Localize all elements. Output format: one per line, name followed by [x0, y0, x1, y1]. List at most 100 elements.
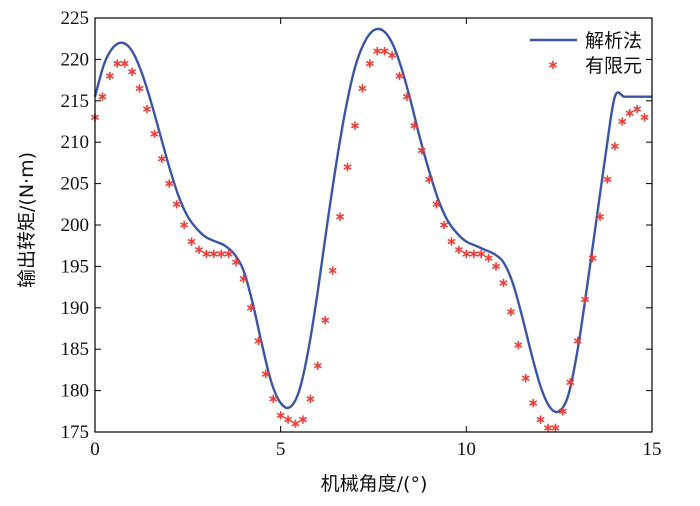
- data-point: [202, 249, 211, 259]
- data-point: [477, 249, 486, 259]
- data-point: [536, 415, 545, 424]
- data-point: [209, 249, 218, 259]
- y-tick-label: 195: [61, 256, 90, 277]
- data-point: [224, 249, 233, 259]
- data-point: [343, 162, 352, 172]
- data-point: [625, 109, 634, 118]
- legend-marker-swatch: [548, 60, 558, 70]
- data-point: [165, 179, 174, 188]
- y-tick-label: 180: [61, 381, 90, 402]
- y-tick-label: 220: [61, 49, 90, 70]
- data-point: [447, 237, 456, 246]
- data-point: [128, 67, 137, 77]
- legend-label-analytic: 解析法: [585, 30, 642, 52]
- data-point: [640, 113, 649, 122]
- data-point: [417, 146, 426, 155]
- tick-labels: 0 5 10 15 175 180 185 190 195 200 205 210 215 220 225: [61, 8, 662, 460]
- data-point: [157, 154, 166, 163]
- data-point: [633, 104, 642, 114]
- data-point: [581, 295, 590, 304]
- data-point: [135, 84, 144, 93]
- data-point: [276, 411, 285, 420]
- data-point: [543, 423, 553, 433]
- data-point: [98, 92, 107, 101]
- data-point: [410, 121, 419, 130]
- data-point: [358, 84, 367, 93]
- data-point: [187, 237, 196, 246]
- series-line-0: [93, 27, 652, 414]
- data-point: [618, 117, 627, 126]
- data-point: [573, 336, 582, 346]
- data-point: [402, 92, 411, 101]
- data-point: [313, 361, 322, 370]
- legend-label-fem: 有限元: [585, 55, 642, 77]
- data-point: [246, 303, 255, 312]
- data-point: [239, 274, 248, 284]
- legend: 解析法 有限元: [530, 30, 642, 77]
- data-point: [105, 71, 114, 81]
- data-point: [425, 175, 434, 184]
- data-point: [373, 46, 382, 56]
- data-point: [365, 59, 374, 68]
- plot-marks: [90, 27, 652, 433]
- data-point: [321, 316, 330, 325]
- data-point: [529, 398, 538, 408]
- data-point: [284, 415, 293, 424]
- data-point: [440, 220, 449, 230]
- x-tick-label: 5: [276, 439, 286, 460]
- y-tick-label: 190: [61, 298, 90, 319]
- data-point: [194, 245, 204, 255]
- data-point: [395, 71, 404, 81]
- data-point: [492, 262, 501, 271]
- data-point: [610, 142, 619, 151]
- data-point: [566, 378, 575, 387]
- data-point: [172, 200, 181, 209]
- data-point: [336, 212, 345, 221]
- data-point: [150, 129, 159, 139]
- y-tick-label: 200: [61, 215, 90, 236]
- data-point: [217, 249, 226, 259]
- data-point: [380, 46, 389, 56]
- data-point: [180, 220, 189, 230]
- data-point: [232, 258, 241, 267]
- data-point: [254, 336, 263, 346]
- data-point: [499, 278, 508, 288]
- data-point: [269, 394, 278, 404]
- data-point: [142, 104, 152, 114]
- data-point: [551, 423, 560, 433]
- data-point: [291, 419, 300, 428]
- x-tick-label: 0: [90, 439, 100, 460]
- data-point: [588, 253, 597, 263]
- data-point: [484, 253, 493, 263]
- data-point: [388, 51, 397, 60]
- x-tick-label: 10: [457, 439, 476, 460]
- data-point: [521, 373, 530, 383]
- y-tick-label: 205: [61, 174, 90, 195]
- data-point: [306, 394, 315, 404]
- data-point: [120, 59, 129, 68]
- y-tick-label: 225: [61, 8, 90, 29]
- x-tick-label: 15: [643, 439, 662, 460]
- data-point: [595, 212, 605, 221]
- y-tick-label: 175: [61, 422, 90, 443]
- legend-star: [548, 60, 558, 70]
- data-point: [298, 415, 307, 424]
- y-axis-title: 输出转矩/(N·m): [16, 152, 38, 288]
- data-point: [350, 121, 359, 130]
- data-point: [113, 59, 122, 68]
- y-tick-label: 210: [61, 132, 90, 153]
- axis-ticks: [94, 17, 653, 433]
- data-point: [514, 340, 523, 350]
- data-point: [328, 266, 337, 275]
- data-point: [261, 369, 270, 379]
- y-tick-label: 215: [61, 91, 90, 112]
- y-tick-label: 185: [61, 339, 90, 360]
- x-axis-title: 机械角度/(°): [321, 473, 428, 495]
- data-point: [506, 307, 515, 317]
- data-point: [432, 200, 441, 209]
- data-point: [454, 245, 463, 255]
- data-point: [469, 249, 478, 259]
- data-point: [462, 249, 471, 259]
- data-point: [603, 175, 612, 184]
